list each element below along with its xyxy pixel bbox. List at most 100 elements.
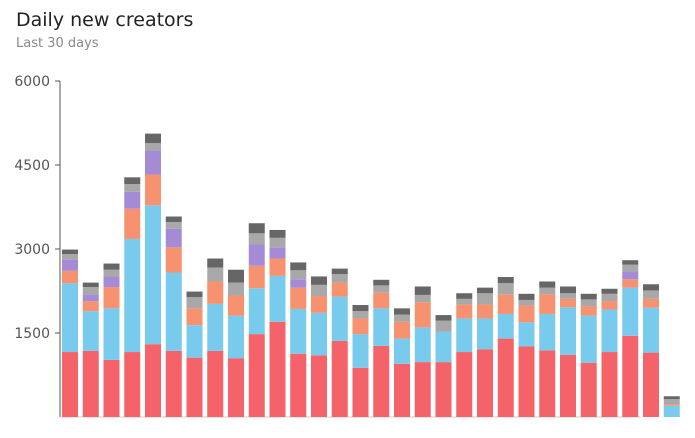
bar-segment [580, 306, 597, 316]
bar-segment [290, 353, 307, 417]
bar-segment [477, 349, 493, 417]
bar-segment [414, 294, 431, 303]
bar-segment [580, 293, 597, 300]
bar-segment [248, 233, 265, 245]
bar-segment [497, 338, 514, 417]
bar-segment [124, 177, 141, 185]
bar-segment [186, 297, 203, 309]
bar-segment [165, 272, 182, 351]
bar-segment [622, 335, 639, 417]
bar-segment [62, 283, 78, 353]
bar-segment [663, 405, 680, 417]
bar-segment [435, 315, 452, 321]
y-tick-label: 6000 [14, 74, 50, 90]
bar-segment [539, 294, 556, 314]
bar-segment [580, 315, 597, 363]
bar-segment [477, 304, 493, 319]
bar-segment [269, 229, 286, 238]
bar-segment [145, 205, 161, 345]
bar-segment [601, 301, 618, 310]
bar-segment [82, 301, 99, 312]
bar-segment [228, 282, 244, 296]
bar-segment [580, 299, 597, 307]
bar-segment [497, 277, 514, 284]
bar-segment [186, 308, 203, 326]
bar-segment [248, 334, 265, 417]
bar-segment [228, 269, 244, 283]
bar-segment [560, 298, 576, 308]
bar-segment [207, 281, 224, 304]
bar-segment [311, 312, 327, 356]
bar-segment [414, 327, 431, 363]
bar-segment [290, 308, 307, 354]
bar-segment [497, 313, 514, 339]
bar-segment [622, 271, 639, 280]
bar-segment [269, 275, 286, 322]
bar-segment [373, 345, 390, 417]
bar-segment [269, 321, 286, 417]
chart-title: Daily new creators [16, 9, 194, 31]
bar-segment [103, 359, 120, 417]
bar-segment [124, 184, 141, 192]
bar-segment [601, 352, 618, 417]
bar-segment [269, 247, 286, 259]
bar-segment [207, 350, 224, 417]
bar-segment [601, 288, 618, 294]
bar-segment [331, 296, 348, 341]
bar-segment [643, 290, 659, 299]
bar-segment [103, 269, 120, 277]
bar-segment [497, 283, 514, 295]
bar-segment [145, 344, 161, 417]
bar-segment [124, 238, 141, 353]
bar-segment [207, 303, 224, 351]
bar-segment [145, 133, 161, 144]
bar-segment [352, 367, 369, 417]
chart-subtitle: Last 30 days [16, 36, 99, 51]
bar-segment [62, 254, 78, 260]
bar-segment [477, 293, 493, 305]
bar-segment [539, 281, 556, 288]
bar-segment [124, 208, 141, 239]
bar-segment [560, 307, 576, 355]
bar-segment [435, 362, 452, 417]
bar-segment [643, 298, 659, 308]
bar-segment [435, 320, 452, 332]
bar-segment [103, 277, 120, 288]
bar-segment [331, 282, 348, 297]
bar-segment [331, 268, 348, 275]
bar-segment [394, 363, 410, 417]
bar-segment [186, 357, 203, 417]
bar-segment [373, 308, 390, 346]
bar-segment [497, 294, 514, 314]
bar-segment [643, 284, 659, 291]
bar-segment [518, 346, 535, 417]
bar-segment [560, 354, 576, 417]
bar-segment [165, 247, 182, 273]
y-tick-label: 3000 [14, 242, 50, 258]
bar-segment [352, 318, 369, 335]
bar-segment [186, 291, 203, 298]
bar-segment [82, 311, 99, 351]
bar-segment [145, 150, 161, 175]
bar-segment [62, 352, 78, 417]
bar-segment [165, 222, 182, 229]
bar-segment [165, 350, 182, 417]
bar-segment [311, 284, 327, 297]
bar-segment [311, 276, 327, 285]
bar-segment [580, 362, 597, 417]
bar-segment [663, 404, 680, 406]
bar-segment [352, 311, 369, 319]
bar-segment [82, 282, 99, 288]
bar-segment [414, 362, 431, 417]
y-tick-label: 1500 [14, 326, 50, 342]
bar-segment [560, 286, 576, 294]
bar-segment [82, 350, 99, 417]
bar-segment [414, 286, 431, 295]
bar-segment [311, 296, 327, 313]
bar-segment [269, 258, 286, 276]
bar-segment [518, 293, 535, 300]
bar-segment [518, 305, 535, 323]
bar-segment [207, 258, 224, 268]
bar-segment [248, 288, 265, 335]
